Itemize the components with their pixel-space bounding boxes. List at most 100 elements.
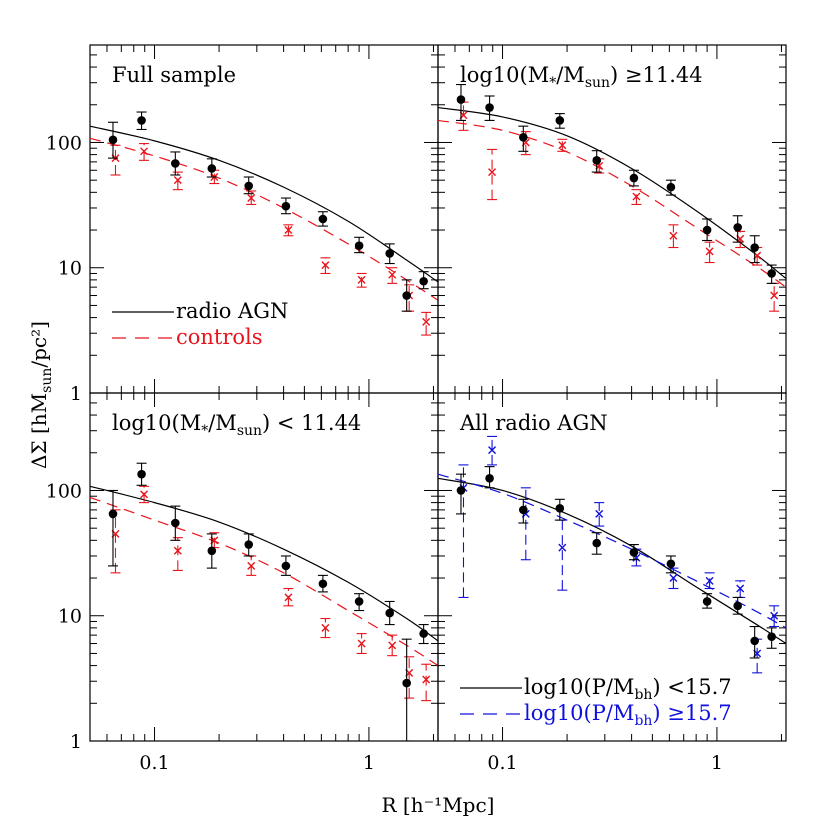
data-point — [705, 576, 714, 585]
fit-line — [89, 485, 439, 642]
data-point — [629, 173, 639, 183]
data-point — [750, 243, 759, 252]
data-point — [357, 275, 366, 284]
data-point — [558, 543, 567, 552]
data-point — [456, 95, 466, 104]
data-marks — [107, 111, 432, 336]
data-point — [357, 639, 366, 648]
fit-line — [89, 496, 439, 667]
panel-high-stellar-mass: log10(M*/Msun) ≥11.44 — [437, 44, 787, 394]
panel-frame — [89, 44, 439, 394]
data-marks — [455, 435, 780, 674]
data-point — [456, 486, 466, 495]
y-tick-label: 1 — [70, 383, 82, 405]
data-point — [629, 548, 639, 557]
data-point — [402, 291, 411, 300]
panel-title: All radio AGN — [459, 411, 608, 435]
data-point — [555, 116, 565, 125]
data-point — [558, 141, 567, 150]
legend-label: radio AGN — [176, 299, 288, 323]
data-point — [354, 597, 364, 606]
x-tick-label: 1 — [711, 752, 723, 774]
fit-line — [89, 137, 439, 301]
data-point — [281, 561, 291, 571]
data-point — [555, 504, 565, 513]
legend-label: log10(P/Mbh) ≥15.7 — [524, 701, 732, 729]
data-point — [284, 226, 293, 235]
data-point — [284, 593, 293, 602]
data-point — [173, 546, 182, 555]
data-point — [705, 247, 714, 256]
data-point — [592, 156, 602, 165]
data-point — [702, 597, 712, 606]
data-point — [419, 629, 428, 638]
data-point — [385, 608, 394, 618]
data-point — [733, 601, 742, 611]
data-point — [770, 611, 779, 620]
x-tick-label: 1 — [363, 752, 375, 774]
fit-line — [89, 125, 439, 283]
y-tick-label: 1 — [70, 731, 82, 753]
data-point — [750, 636, 759, 646]
data-point — [385, 249, 394, 258]
data-point — [318, 214, 328, 224]
x-tick-label: 0.1 — [487, 752, 517, 774]
panel-title: log10(M*/Msun) ≥11.44 — [460, 63, 703, 91]
data-point — [422, 675, 431, 684]
data-point — [108, 509, 118, 519]
data-point — [321, 623, 330, 632]
y-tick-label: 10 — [58, 258, 82, 280]
data-point — [519, 505, 528, 515]
data-point — [402, 678, 411, 688]
data-point — [281, 201, 291, 211]
panel-title: log10(M*/Msun) < 11.44 — [112, 411, 361, 439]
data-point — [173, 176, 182, 185]
data-point — [595, 509, 604, 518]
x-axis-label: R [h⁻¹Mpc] — [382, 793, 495, 817]
x-tick-label: 0.1 — [139, 752, 169, 774]
data-point — [137, 116, 146, 125]
panel-frame — [89, 392, 439, 742]
panel-all-radio-agn: 0.1 1 All radio AGN log10(P/Mbh) <15.7log10… — [437, 392, 787, 774]
panel-title: Full sample — [112, 63, 236, 87]
data-marks — [455, 84, 780, 312]
data-point — [666, 559, 676, 569]
axis-ticks — [89, 44, 438, 394]
data-point — [702, 225, 712, 235]
data-marks — [107, 462, 432, 741]
data-point — [171, 159, 180, 168]
fit-line — [437, 106, 787, 280]
data-point — [140, 147, 149, 156]
panel-frame — [437, 392, 787, 742]
data-point — [669, 231, 678, 240]
data-point — [207, 546, 217, 556]
panel-frame — [437, 44, 787, 394]
axis-ticks — [437, 392, 786, 742]
data-point — [388, 641, 397, 650]
data-point — [519, 132, 528, 142]
data-point — [419, 276, 428, 286]
fit-line — [437, 477, 787, 645]
axis-ticks — [89, 392, 438, 742]
data-point — [137, 469, 146, 479]
data-point — [244, 181, 254, 191]
data-point — [171, 518, 180, 528]
data-point — [592, 538, 602, 548]
y-tick-label: 100 — [46, 132, 82, 154]
y-axis-label: ΔΣ [hMsun/pc²] — [27, 321, 55, 469]
data-point — [767, 632, 776, 642]
data-point — [388, 270, 397, 279]
data-point — [485, 103, 494, 112]
data-point — [485, 474, 494, 483]
data-point — [247, 194, 256, 203]
data-point — [736, 584, 745, 593]
panel-low-stellar-mass: 1 10 100 0.1 1 log10(M*/Msun) < 11.44 — [46, 392, 439, 774]
legend-label: controls — [176, 325, 263, 349]
data-point — [422, 317, 431, 326]
data-point — [669, 574, 678, 583]
data-point — [321, 261, 330, 270]
data-point — [488, 168, 497, 177]
y-tick-label: 100 — [46, 480, 82, 502]
data-point — [318, 579, 328, 589]
